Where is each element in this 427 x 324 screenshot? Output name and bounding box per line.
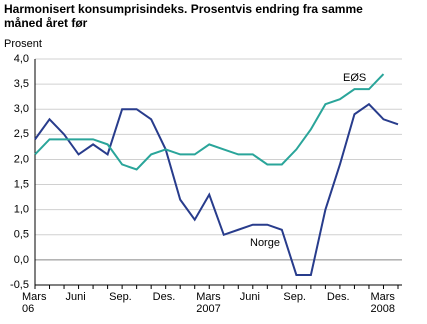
- x-tick-label: Mars 2007: [196, 291, 221, 315]
- y-axis-label: Prosent: [4, 38, 42, 50]
- y-tick-label: -0,5: [10, 279, 29, 291]
- y-tick-label: 0,5: [14, 229, 29, 241]
- y-tick-label: 1,5: [14, 178, 29, 190]
- x-tick-label: Sep.: [109, 291, 132, 303]
- y-tick-label: 2,5: [14, 128, 29, 140]
- x-tick-label: Des.: [326, 291, 350, 303]
- chart-title: Harmonisert konsumprisindeks. Prosentvis…: [4, 2, 363, 30]
- x-tick-label: Mars 2008: [370, 291, 395, 315]
- x-tick-label: Juni: [65, 291, 86, 303]
- x-tick-label: Des.: [152, 291, 176, 303]
- y-tick-label: 2,0: [14, 153, 29, 165]
- series-line: [34, 73, 385, 171]
- y-tick-label: 3,5: [14, 78, 29, 90]
- x-tick-label: Mars 06: [22, 291, 47, 315]
- series-label: Norge: [250, 237, 280, 249]
- x-tick-label: Sep.: [283, 291, 306, 303]
- y-tick-label: 1,0: [14, 204, 29, 216]
- y-tick-label: 4,0: [14, 53, 29, 65]
- y-tick-label: 0,0: [14, 254, 29, 266]
- y-tick-label: 3,0: [14, 103, 29, 115]
- x-tick-label: Juni: [239, 291, 260, 303]
- series-label: EØS: [343, 72, 366, 84]
- series-line: [34, 102, 399, 276]
